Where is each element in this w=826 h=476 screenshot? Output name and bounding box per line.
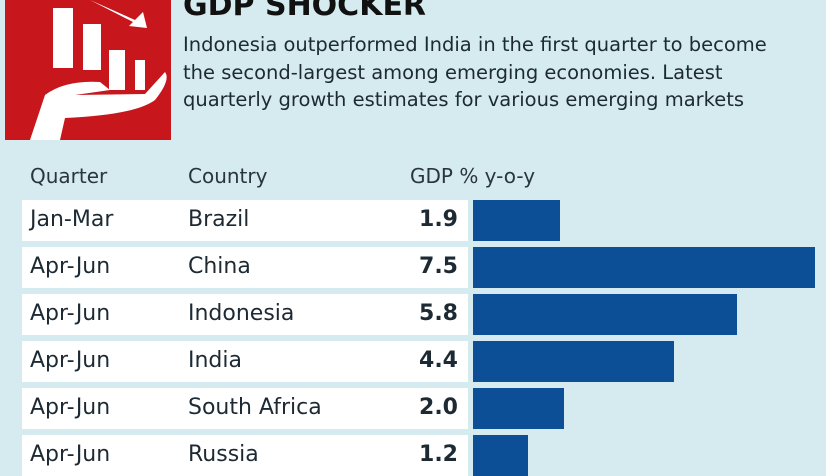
chart-subtitle: Indonesia outperformed India in the firs… [183,33,767,111]
country-label: Russia [188,442,259,467]
table-row: Apr-Jun Russia 1.2 [22,435,468,476]
value-label: 7.5 [419,254,458,279]
table-row: Apr-Jun South Africa 2.0 [22,388,468,429]
quarter-label: Apr-Jun [30,301,111,326]
quarter-label: Apr-Jun [30,395,111,420]
country-label: South Africa [188,395,322,420]
hand-bar-chart-icon [5,0,171,140]
quarter-label: Apr-Jun [30,254,111,279]
bar-indonesia [473,294,738,335]
table-row: Apr-Jun Indonesia 5.8 [22,294,468,335]
bar-brazil [473,200,560,241]
quarter-label: Apr-Jun [30,348,111,373]
value-label: 4.4 [419,348,458,373]
bar-india [473,341,674,382]
bar-china [473,247,815,288]
country-label: Indonesia [188,301,295,326]
country-label: China [188,254,251,279]
table-row: Apr-Jun India 4.4 [22,341,468,382]
quarter-label: Apr-Jun [30,442,111,467]
header-gdp: GDP % y-o-y [410,164,536,188]
value-label: 1.9 [419,207,458,232]
value-label: 5.8 [419,301,458,326]
country-label: India [188,348,242,373]
table-row: Jan-Mar Brazil 1.9 [22,200,468,241]
country-label: Brazil [188,207,250,232]
quarter-label: Jan-Mar [30,207,114,232]
value-label: 1.2 [419,442,458,467]
header-quarter: Quarter [30,164,108,188]
header-country: Country [188,164,268,188]
chart-title: GDP SHOCKER [183,0,427,23]
bar-russia [473,435,528,476]
bar-south-africa [473,388,565,429]
value-label: 2.0 [419,395,458,420]
table-row: Apr-Jun China 7.5 [22,247,468,288]
